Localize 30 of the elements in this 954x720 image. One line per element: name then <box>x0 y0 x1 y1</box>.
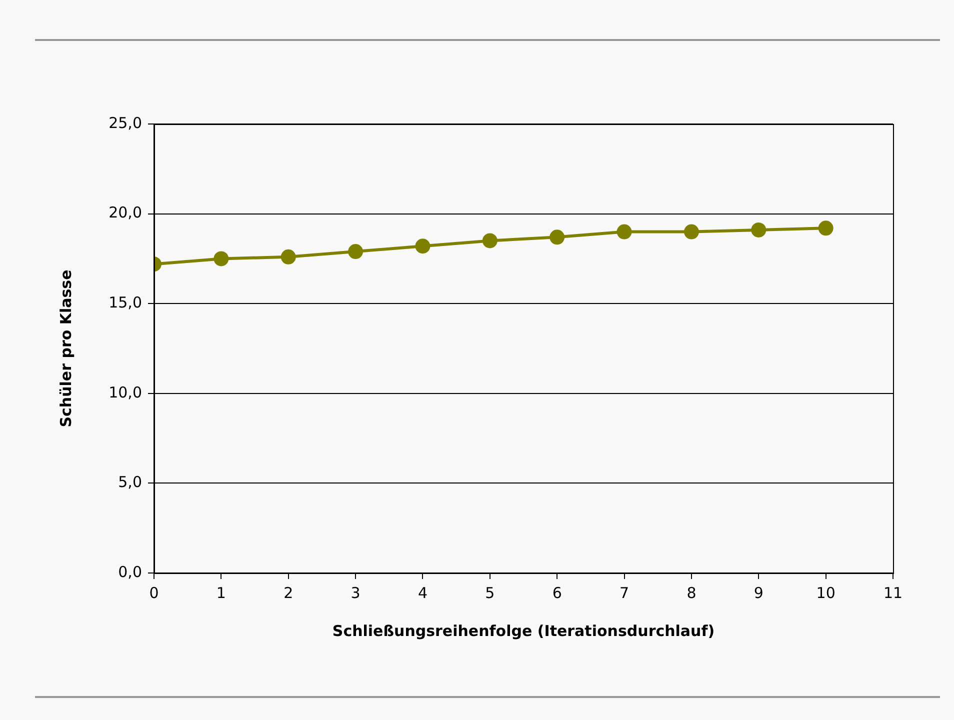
point <box>280 249 296 264</box>
x-axis-title: Schließungsreihenfolge (Iterationsdurchlauf) <box>332 622 715 640</box>
x-tick-label: 1 <box>216 584 226 602</box>
x-tick-label: 11 <box>883 584 903 602</box>
point <box>616 224 632 240</box>
point <box>482 233 498 248</box>
x-tick-label: 7 <box>620 584 630 602</box>
y-tick-label: 25,0 <box>108 114 142 132</box>
point <box>348 244 364 260</box>
x-tick-label: 8 <box>686 584 696 602</box>
y-tick-label: 15,0 <box>108 293 142 312</box>
x-tick-label: 9 <box>754 584 764 602</box>
x-tick-label: 5 <box>485 584 495 602</box>
y-tick-label: 20,0 <box>108 204 142 222</box>
point <box>214 251 229 266</box>
point <box>751 222 766 238</box>
y-tick-label: 0,0 <box>118 562 142 581</box>
y-axis-title: Schüler pro Klasse <box>56 270 75 428</box>
x-tick-label: 3 <box>350 584 360 602</box>
x-tick-label: 2 <box>284 584 294 602</box>
x-tick-label: 10 <box>816 584 836 602</box>
x-tick-label: 4 <box>418 584 428 602</box>
point <box>550 230 565 245</box>
x-tick-label: 0 <box>149 584 159 602</box>
point <box>415 238 430 254</box>
y-tick-label: 5,0 <box>118 473 142 492</box>
y-tick-label: 10,0 <box>108 383 142 402</box>
point <box>684 224 699 240</box>
point <box>818 220 834 236</box>
x-tick-label: 6 <box>552 584 562 602</box>
